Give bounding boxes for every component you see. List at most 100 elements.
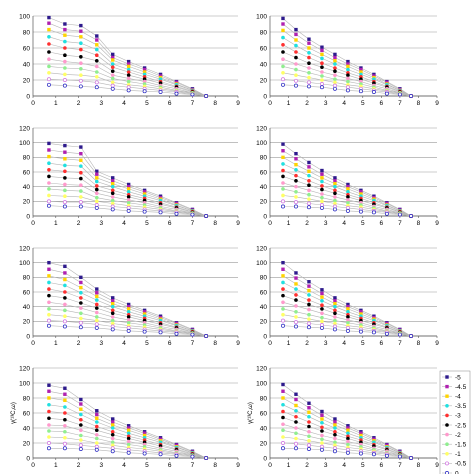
data-point	[345, 328, 350, 333]
data-point	[126, 195, 131, 199]
data-point	[94, 53, 99, 57]
data-point	[63, 411, 67, 415]
data-point	[94, 310, 99, 315]
y-tick-label: 120	[256, 365, 267, 372]
data-point	[320, 417, 324, 421]
x-tick-label: 4	[122, 100, 126, 107]
data-point	[359, 190, 363, 194]
data-point	[346, 428, 350, 432]
data-point	[307, 61, 311, 65]
data-point	[95, 43, 99, 47]
data-point	[78, 443, 83, 448]
data-point	[346, 79, 350, 84]
data-point	[126, 426, 131, 430]
data-point	[79, 290, 83, 295]
x-tick-label: 5	[361, 220, 365, 227]
data-point	[110, 69, 115, 73]
chart-panel: 0 20 40 60 80 100 120 0 1 2 3 4 5 6 7 8 9 γ(¹³C,ω)	[11, 365, 240, 469]
data-point	[94, 325, 99, 330]
data-point	[46, 446, 51, 451]
legend: -5 -4.5 -4 -3.5 -3 -2.5 -2 -1.5 -1 -0.5 0	[439, 370, 471, 474]
data-point	[346, 64, 350, 69]
data-point	[397, 92, 402, 97]
data-point	[94, 306, 99, 310]
data-point	[63, 33, 67, 37]
data-point	[371, 90, 376, 94]
data-point	[94, 184, 99, 188]
x-tick-label: 9	[236, 462, 240, 469]
data-point	[281, 162, 285, 166]
data-point	[320, 295, 324, 299]
data-point	[294, 168, 298, 172]
data-point	[294, 151, 298, 156]
data-point	[63, 302, 67, 307]
data-point	[79, 145, 83, 149]
data-point	[126, 187, 131, 191]
data-point	[294, 324, 298, 329]
data-point	[359, 67, 363, 72]
data-point	[126, 190, 131, 194]
data-point	[307, 312, 311, 317]
data-point	[294, 184, 298, 189]
x-tick-label: 7	[191, 220, 195, 227]
data-point	[281, 64, 285, 69]
data-point	[94, 47, 99, 52]
data-point	[346, 67, 350, 72]
data-point	[79, 176, 83, 181]
data-point	[307, 401, 311, 405]
data-point	[281, 382, 285, 387]
data-point	[281, 204, 285, 209]
data-point	[94, 70, 99, 74]
data-point	[63, 398, 67, 402]
x-tick-label: 1	[54, 462, 58, 469]
data-point	[110, 86, 115, 91]
x-tick-label: 2	[77, 462, 81, 469]
data-point	[94, 322, 99, 327]
x-tick-label: 0	[268, 220, 272, 227]
data-point	[79, 280, 83, 285]
x-tick-label: 9	[435, 220, 439, 227]
data-point	[281, 300, 285, 305]
data-point	[95, 412, 99, 417]
data-point	[320, 437, 324, 442]
data-point	[47, 50, 51, 54]
data-point	[79, 29, 83, 33]
x-tick-label: 8	[417, 462, 421, 469]
y-tick-label: 40	[260, 425, 268, 432]
y-tick-label: 80	[23, 395, 31, 402]
data-point	[346, 59, 350, 64]
data-point	[307, 420, 311, 424]
data-point	[320, 420, 324, 425]
data-point	[111, 302, 115, 306]
data-point	[346, 426, 350, 430]
data-point	[307, 41, 311, 45]
legend-marker	[445, 442, 449, 447]
data-point	[63, 176, 67, 180]
data-point	[333, 191, 337, 196]
data-point	[79, 158, 83, 162]
data-point	[126, 428, 131, 432]
data-point	[79, 151, 83, 156]
data-point	[63, 150, 67, 154]
y-tick-label: 80	[260, 395, 268, 402]
data-point	[281, 199, 285, 204]
data-point	[47, 35, 51, 39]
data-point	[63, 59, 67, 64]
data-point	[158, 90, 163, 94]
y-tick-label: 40	[260, 304, 268, 311]
data-point	[307, 205, 311, 210]
data-point	[111, 55, 115, 60]
data-point	[346, 184, 350, 189]
data-point	[281, 428, 285, 433]
x-tick-label: 4	[342, 100, 346, 107]
data-point	[47, 42, 51, 46]
data-point	[63, 314, 67, 319]
data-point	[320, 299, 324, 303]
data-point	[46, 318, 51, 323]
legend-marker	[445, 375, 449, 379]
data-point	[174, 453, 179, 458]
data-point	[62, 441, 67, 446]
data-point	[333, 179, 337, 183]
data-point	[384, 91, 389, 96]
data-point	[78, 325, 83, 330]
